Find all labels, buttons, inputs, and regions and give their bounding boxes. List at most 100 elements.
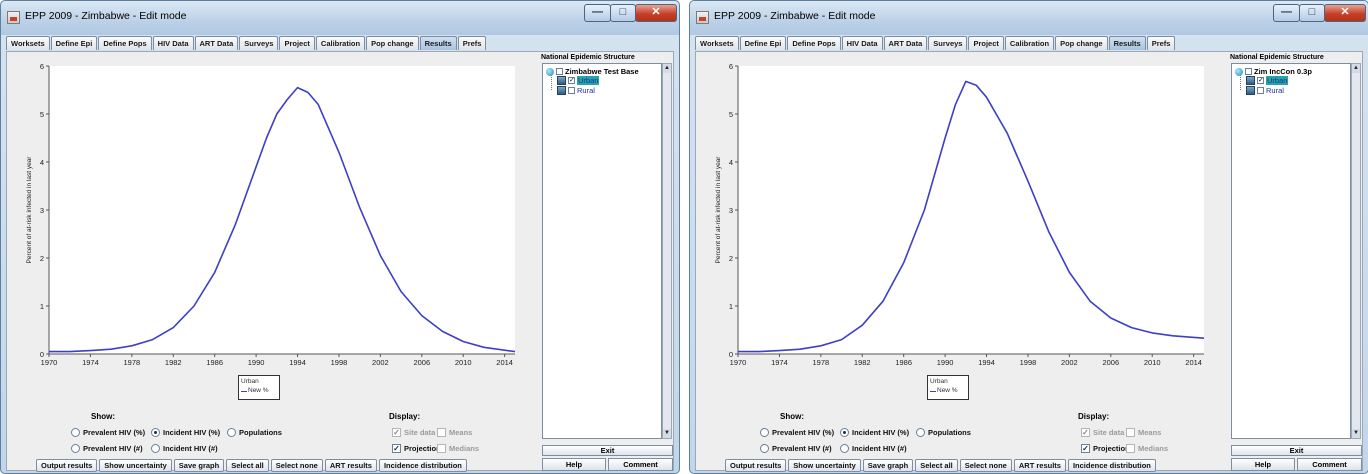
close-button[interactable]: ✕ xyxy=(1324,4,1366,22)
option-incident-hiv-num[interactable]: Incident HIV (#) xyxy=(840,444,907,453)
option-medians[interactable]: Medians xyxy=(437,444,479,453)
option-projection[interactable]: ✓ Projection xyxy=(1081,444,1130,453)
option-incident-hiv-num[interactable]: Incident HIV (#) xyxy=(151,444,218,453)
tab-calibration[interactable]: Calibration xyxy=(315,36,366,50)
checkbox-icon[interactable] xyxy=(437,444,446,453)
radio-icon[interactable] xyxy=(916,428,925,437)
incidence-distribution-button[interactable]: Incidence distribution xyxy=(1067,459,1156,472)
scroll-down-icon[interactable]: ▼ xyxy=(1352,429,1360,438)
incidence-distribution-button[interactable]: Incidence distribution xyxy=(378,459,467,472)
select-all-button[interactable]: Select all xyxy=(226,459,269,472)
radio-icon[interactable] xyxy=(151,444,160,453)
option-incident-hiv-pct[interactable]: Incident HIV (%) xyxy=(840,428,909,437)
checkbox-icon[interactable] xyxy=(1126,428,1135,437)
exit-button[interactable]: Exit xyxy=(1231,445,1362,456)
checkbox-icon[interactable] xyxy=(568,87,575,94)
help-button[interactable]: Help xyxy=(1231,458,1295,471)
tab-surveys[interactable]: Surveys xyxy=(928,36,968,50)
option-medians[interactable]: Medians xyxy=(1126,444,1168,453)
radio-selected-icon[interactable] xyxy=(840,428,849,437)
minimize-button[interactable]: — xyxy=(584,4,611,22)
tab-define-pops[interactable]: Define Pops xyxy=(98,36,152,50)
art-results-button[interactable]: ART results xyxy=(1013,459,1066,472)
tab-define-epi[interactable]: Define Epi xyxy=(50,36,98,50)
scroll-up-icon[interactable]: ▲ xyxy=(663,64,671,73)
checkbox-checked-icon[interactable]: ✓ xyxy=(1081,428,1090,437)
tab-project[interactable]: Project xyxy=(968,36,1004,50)
option-projection[interactable]: ✓ Projection xyxy=(392,444,441,453)
checkbox-checked-icon[interactable]: ✓ xyxy=(392,428,401,437)
tab-hiv-data[interactable]: HIV Data xyxy=(152,36,194,50)
checkbox-icon[interactable] xyxy=(1126,444,1135,453)
output-results-button[interactable]: Output results xyxy=(725,459,787,472)
close-button[interactable]: ✕ xyxy=(635,4,677,22)
option-means[interactable]: Means xyxy=(1126,428,1161,437)
tab-pop-change[interactable]: Pop change xyxy=(366,36,419,50)
minimize-button[interactable]: — xyxy=(1273,4,1300,22)
checkbox-icon[interactable] xyxy=(437,428,446,437)
option-means[interactable]: Means xyxy=(437,428,472,437)
tab-art-data[interactable]: ART Data xyxy=(194,36,239,50)
tab-worksets[interactable]: Worksets xyxy=(695,36,739,50)
option-site-data[interactable]: ✓ Site data xyxy=(1081,428,1124,437)
tab-results[interactable]: Results xyxy=(419,36,457,50)
option-prevalent-hiv-num[interactable]: Prevalent HIV (#) xyxy=(760,444,832,453)
radio-icon[interactable] xyxy=(760,444,769,453)
maximize-button[interactable]: □ xyxy=(1299,4,1325,22)
checkbox-checked-icon[interactable]: ✓ xyxy=(392,444,401,453)
tree-item-urban[interactable]: ✓ Urban xyxy=(1246,76,1289,85)
tab-calibration[interactable]: Calibration xyxy=(1004,36,1055,50)
tab-pop-change[interactable]: Pop change xyxy=(1055,36,1108,50)
title-bar[interactable]: EPP 2009 - Zimbabwe - Edit mode — □ ✕ xyxy=(1,1,679,35)
tab-prefs[interactable]: Prefs xyxy=(457,36,487,50)
tree-scrollbar[interactable]: ▲ ▼ xyxy=(662,63,672,439)
tree-item-rural[interactable]: Rural xyxy=(557,86,595,95)
checkbox-icon[interactable] xyxy=(556,68,563,75)
show-uncertainty-button[interactable]: Show uncertainty xyxy=(99,459,172,472)
tree-item-urban[interactable]: ✓ Urban xyxy=(557,76,600,85)
exit-button[interactable]: Exit xyxy=(542,445,673,456)
option-populations[interactable]: Populations xyxy=(916,428,971,437)
checkbox-icon[interactable] xyxy=(1245,68,1252,75)
checkbox-checked-icon[interactable]: ✓ xyxy=(1081,444,1090,453)
checkbox-checked-icon[interactable]: ✓ xyxy=(1257,77,1264,84)
checkbox-icon[interactable] xyxy=(1257,87,1264,94)
option-populations[interactable]: Populations xyxy=(227,428,282,437)
tab-worksets[interactable]: Worksets xyxy=(6,36,50,50)
tree-item-rural[interactable]: Rural xyxy=(1246,86,1284,95)
title-bar[interactable]: EPP 2009 - Zimbabwe - Edit mode — □ ✕ xyxy=(690,1,1368,35)
radio-icon[interactable] xyxy=(71,428,80,437)
tab-define-pops[interactable]: Define Pops xyxy=(787,36,841,50)
tab-define-epi[interactable]: Define Epi xyxy=(739,36,787,50)
select-all-button[interactable]: Select all xyxy=(915,459,958,472)
radio-icon[interactable] xyxy=(760,428,769,437)
radio-icon[interactable] xyxy=(227,428,236,437)
option-site-data[interactable]: ✓ Site data xyxy=(392,428,435,437)
art-results-button[interactable]: ART results xyxy=(324,459,377,472)
tab-hiv-data[interactable]: HIV Data xyxy=(841,36,883,50)
help-button[interactable]: Help xyxy=(542,458,606,471)
tab-art-data[interactable]: ART Data xyxy=(883,36,928,50)
radio-icon[interactable] xyxy=(71,444,80,453)
radio-icon[interactable] xyxy=(840,444,849,453)
tree-scrollbar[interactable]: ▲ ▼ xyxy=(1351,63,1361,439)
tab-results[interactable]: Results xyxy=(1108,36,1146,50)
save-graph-button[interactable]: Save graph xyxy=(862,459,914,472)
checkbox-checked-icon[interactable]: ✓ xyxy=(568,77,575,84)
comment-button[interactable]: Comment xyxy=(608,458,673,471)
option-prevalent-hiv-pct[interactable]: Prevalent HIV (%) xyxy=(71,428,145,437)
scroll-down-icon[interactable]: ▼ xyxy=(663,429,671,438)
output-results-button[interactable]: Output results xyxy=(36,459,98,472)
radio-selected-icon[interactable] xyxy=(151,428,160,437)
option-prevalent-hiv-num[interactable]: Prevalent HIV (#) xyxy=(71,444,143,453)
comment-button[interactable]: Comment xyxy=(1297,458,1362,471)
select-none-button[interactable]: Select none xyxy=(270,459,323,472)
scroll-up-icon[interactable]: ▲ xyxy=(1352,64,1360,73)
show-uncertainty-button[interactable]: Show uncertainty xyxy=(788,459,861,472)
tree-root[interactable]: Zim IncCon 0.3p xyxy=(1235,67,1312,76)
select-none-button[interactable]: Select none xyxy=(959,459,1012,472)
tab-project[interactable]: Project xyxy=(279,36,315,50)
option-incident-hiv-pct[interactable]: Incident HIV (%) xyxy=(151,428,220,437)
maximize-button[interactable]: □ xyxy=(610,4,636,22)
option-prevalent-hiv-pct[interactable]: Prevalent HIV (%) xyxy=(760,428,834,437)
